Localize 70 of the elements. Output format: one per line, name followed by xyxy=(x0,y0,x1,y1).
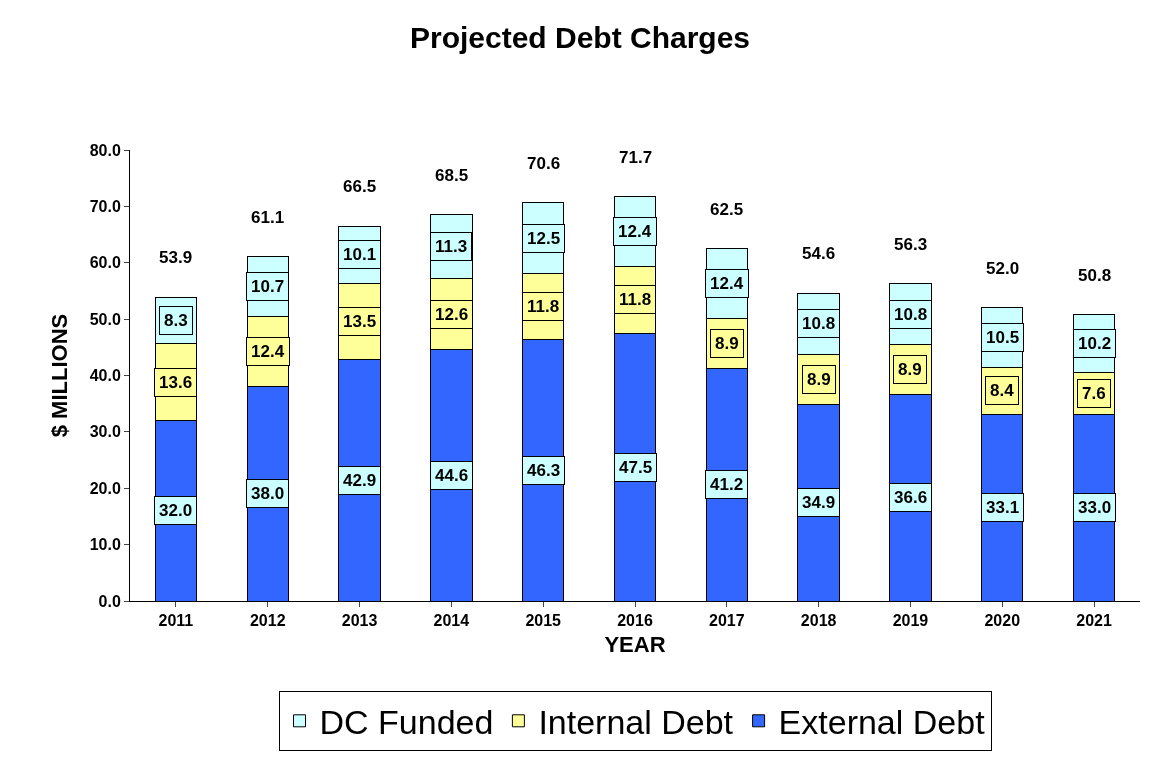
data-label: 33.1 xyxy=(986,498,1020,517)
total-label: 56.3 xyxy=(894,235,928,254)
x-tick-label: 2020 xyxy=(984,612,1021,630)
data-label: 13.5 xyxy=(343,312,377,331)
data-label: 44.6 xyxy=(435,466,469,485)
data-label: 41.2 xyxy=(710,475,744,494)
x-axis-title: YEAR xyxy=(604,632,666,658)
data-label: 12.4 xyxy=(710,274,744,293)
total-label: 54.6 xyxy=(802,244,836,263)
data-label: 47.5 xyxy=(619,458,653,477)
data-label: 12.6 xyxy=(435,305,469,324)
data-label: 12.4 xyxy=(618,222,652,241)
data-label: 8.3 xyxy=(164,311,188,330)
total-label: 66.5 xyxy=(343,177,377,196)
data-label: 34.9 xyxy=(802,493,836,512)
total-label: 53.9 xyxy=(159,248,193,267)
total-label: 68.5 xyxy=(435,166,469,185)
legend-label: DC Funded xyxy=(319,703,494,742)
data-label: 13.6 xyxy=(159,373,193,392)
data-label: 11.8 xyxy=(619,290,652,309)
y-tick-label: 10.0 xyxy=(89,536,121,554)
data-label: 11.3 xyxy=(435,237,468,256)
x-tick-label: 2017 xyxy=(709,612,745,630)
total-label: 71.7 xyxy=(619,148,653,167)
x-tick-label: 2013 xyxy=(341,612,378,630)
data-label: 12.5 xyxy=(527,229,561,248)
data-label: 12.4 xyxy=(251,342,285,361)
data-label: 10.2 xyxy=(1078,334,1112,353)
y-tick-label: 50.0 xyxy=(89,310,121,328)
total-label: 62.5 xyxy=(710,200,744,219)
y-tick-label: 80.0 xyxy=(89,141,121,159)
y-tick-label: 30.0 xyxy=(89,423,121,441)
x-tick-label: 2016 xyxy=(617,612,653,630)
data-label: 8.4 xyxy=(990,381,1015,400)
x-tick-label: 2015 xyxy=(525,612,562,630)
total-label: 52.0 xyxy=(986,259,1020,278)
data-label: 33.0 xyxy=(1078,498,1112,517)
x-tick-label: 2021 xyxy=(1076,612,1112,630)
data-label: 42.9 xyxy=(343,471,377,490)
legend-label: Internal Debt xyxy=(538,703,734,742)
total-label: 61.1 xyxy=(251,208,285,227)
data-label: 8.9 xyxy=(807,370,831,389)
data-label: 10.7 xyxy=(251,277,285,296)
data-label: 32.0 xyxy=(159,501,193,520)
x-tick-label: 2019 xyxy=(892,612,929,630)
data-label: 7.6 xyxy=(1082,384,1106,403)
data-label: 8.9 xyxy=(898,360,922,379)
data-label: 10.8 xyxy=(894,305,928,324)
y-tick-label: 0.0 xyxy=(98,592,121,610)
data-label: 10.1 xyxy=(343,245,377,264)
legend-label: External Debt xyxy=(778,703,986,742)
data-label: 46.3 xyxy=(527,461,561,480)
data-label: 10.8 xyxy=(802,314,836,333)
chart-title: Projected Debt Charges xyxy=(409,20,751,54)
x-tick-label: 2018 xyxy=(800,612,837,630)
y-tick-label: 60.0 xyxy=(89,254,121,272)
data-label: 8.9 xyxy=(715,334,739,353)
data-label: 10.5 xyxy=(986,328,1020,347)
y-axis-title: $ MILLIONS xyxy=(47,313,73,438)
y-tick-label: 70.0 xyxy=(89,197,121,215)
x-tick-label: 2011 xyxy=(158,612,194,630)
data-label: 38.0 xyxy=(251,484,285,503)
data-label: 11.8 xyxy=(527,297,560,316)
y-tick-label: 40.0 xyxy=(89,367,121,385)
total-label: 50.8 xyxy=(1078,266,1112,285)
data-label: 36.6 xyxy=(894,488,928,507)
y-tick-label: 20.0 xyxy=(89,479,121,497)
x-tick-label: 2012 xyxy=(249,612,286,630)
total-label: 70.6 xyxy=(527,154,561,173)
x-tick-label: 2014 xyxy=(433,612,470,630)
